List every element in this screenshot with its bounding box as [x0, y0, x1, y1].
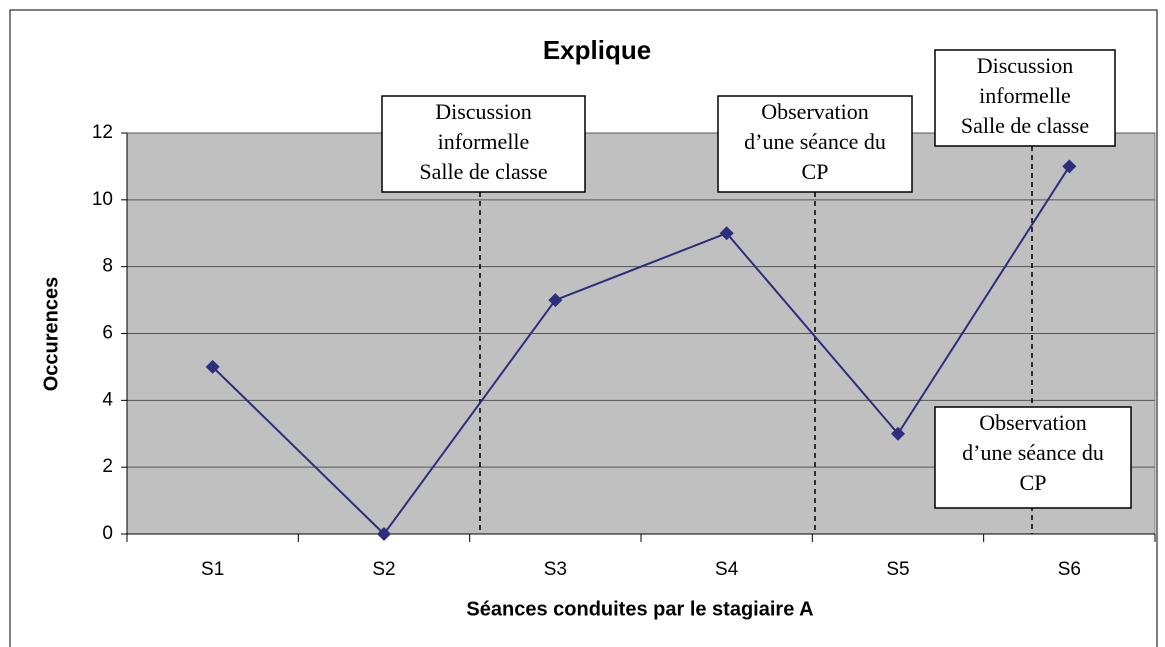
point-marker [548, 293, 563, 308]
x-tick-label: S2 [372, 559, 395, 580]
annotation-box [934, 49, 1116, 147]
x-axis-label: Séances conduites par le stagiaire A [466, 598, 813, 620]
annotation-box [934, 406, 1132, 509]
series-line [211, 165, 1071, 536]
y-tick-label: 4 [102, 389, 113, 410]
point-marker [1062, 159, 1077, 174]
annotation-text: Salle de classe [961, 113, 1089, 138]
annotation-text: Salle de classe [419, 159, 547, 184]
x-tick-label: S5 [886, 559, 909, 580]
annotation-text: d’une séance du [744, 129, 886, 154]
chart-title: Explique [543, 35, 651, 65]
annotation-text: CP [1020, 470, 1047, 495]
annotation-text: Observation [761, 99, 869, 124]
annotation-text: Discussion [435, 99, 532, 124]
annotation-box [717, 95, 913, 193]
point-marker [719, 226, 734, 241]
annotation-text: Discussion [977, 53, 1074, 78]
y-tick-label: 0 [102, 523, 113, 544]
point-marker [205, 359, 220, 374]
annotation-text: CP [802, 159, 829, 184]
annotation-box [381, 95, 586, 193]
point-marker [377, 527, 391, 541]
y-tick-label: 12 [92, 122, 113, 143]
x-tick-label: S6 [1058, 559, 1081, 580]
y-tick-label: 2 [102, 456, 113, 477]
x-tick-label: S4 [715, 559, 739, 580]
annotation-text: Observation [979, 410, 1087, 435]
x-tick-label: S3 [544, 559, 567, 580]
x-tick-label: S1 [201, 559, 224, 580]
annotation-text: informelle [979, 83, 1071, 108]
point-marker [891, 426, 905, 441]
y-axis-label: Occurences [40, 277, 62, 392]
y-tick-label: 6 [102, 323, 113, 344]
annotation-text: d’une séance du [962, 440, 1104, 465]
annotation-text: informelle [438, 129, 530, 154]
y-tick-label: 10 [92, 189, 113, 210]
y-tick-label: 8 [102, 256, 113, 277]
